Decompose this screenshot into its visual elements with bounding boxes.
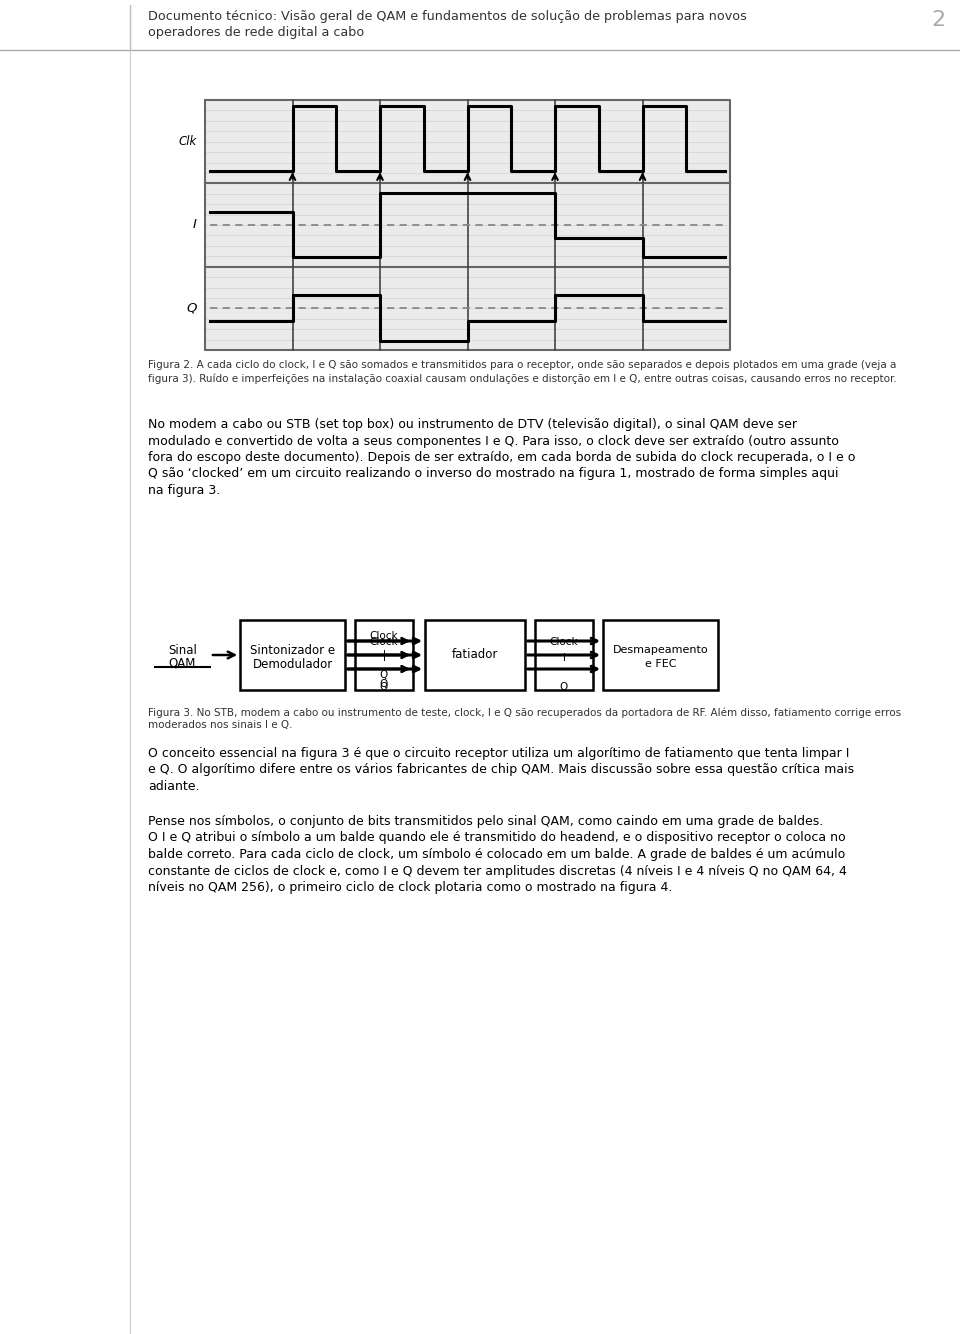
Text: Figura 2. A cada ciclo do clock, I e Q são somados e transmitidos para o recepto: Figura 2. A cada ciclo do clock, I e Q s… <box>148 360 897 370</box>
Text: modulado e convertido de volta a seus componentes I e Q. Para isso, o clock deve: modulado e convertido de volta a seus co… <box>148 435 839 447</box>
Text: na figura 3.: na figura 3. <box>148 484 220 498</box>
Text: adiante.: adiante. <box>148 780 200 792</box>
Text: níveis no QAM 256), o primeiro ciclo de clock plotaria como o mostrado na figura: níveis no QAM 256), o primeiro ciclo de … <box>148 880 672 894</box>
Text: Q: Q <box>380 682 388 692</box>
Text: Demodulador: Demodulador <box>252 658 332 671</box>
Text: Clk: Clk <box>179 135 197 148</box>
Text: e Q. O algorítimo difere entre os vários fabricantes de chip QAM. Mais discussão: e Q. O algorítimo difere entre os vários… <box>148 763 854 776</box>
Bar <box>205 100 730 183</box>
Text: I: I <box>193 219 197 232</box>
Text: fora do escopo deste documento). Depois de ser extraído, em cada borda de subida: fora do escopo deste documento). Depois … <box>148 451 855 464</box>
Text: balde correto. Para cada ciclo de clock, um símbolo é colocado em um balde. A gr: balde correto. Para cada ciclo de clock,… <box>148 848 845 860</box>
Text: Q: Q <box>380 679 388 688</box>
Text: e FEC: e FEC <box>645 659 676 668</box>
Text: constante de ciclos de clock e, como I e Q devem ter amplitudes discretas (4 nív: constante de ciclos de clock e, como I e… <box>148 864 847 878</box>
Text: No modem a cabo ou STB (set top box) ou instrumento de DTV (televisão digital), : No modem a cabo ou STB (set top box) ou … <box>148 418 797 431</box>
Text: Figura 3. No STB, modem a cabo ou instrumento de teste, clock, I e Q são recuper: Figura 3. No STB, modem a cabo ou instru… <box>148 707 901 718</box>
Text: Pense nos símbolos, o conjunto de bits transmitidos pelo sinal QAM, como caindo : Pense nos símbolos, o conjunto de bits t… <box>148 815 824 828</box>
Text: I: I <box>382 650 386 660</box>
Text: Q são ‘clocked’ em um circuito realizando o inverso do mostrado na figura 1, mos: Q são ‘clocked’ em um circuito realizand… <box>148 467 838 480</box>
Bar <box>205 183 730 267</box>
Text: Clock: Clock <box>370 631 398 642</box>
Text: figura 3). Ruído e imperfeições na instalação coaxial causam ondulações e distor: figura 3). Ruído e imperfeições na insta… <box>148 374 897 383</box>
Text: QAM: QAM <box>169 656 196 670</box>
Text: Q: Q <box>186 301 197 315</box>
Bar <box>355 620 413 690</box>
Bar <box>535 620 593 690</box>
Text: Sintonizador e: Sintonizador e <box>250 643 335 656</box>
Text: Documento técnico: Visão geral de QAM e fundamentos de solução de problemas para: Documento técnico: Visão geral de QAM e … <box>148 9 747 23</box>
Bar <box>425 620 525 690</box>
Bar <box>240 620 345 690</box>
Text: Q: Q <box>380 670 388 680</box>
Text: moderados nos sinais I e Q.: moderados nos sinais I e Q. <box>148 720 293 730</box>
Text: Q: Q <box>560 682 568 692</box>
Text: fatiador: fatiador <box>452 648 498 662</box>
Text: I: I <box>563 654 565 663</box>
Text: operadores de rede digital a cabo: operadores de rede digital a cabo <box>148 25 364 39</box>
Bar <box>603 620 718 690</box>
Text: 2: 2 <box>931 9 945 29</box>
Text: O I e Q atribui o símbolo a um balde quando ele é transmitido do headend, e o di: O I e Q atribui o símbolo a um balde qua… <box>148 831 846 844</box>
Text: Sinal: Sinal <box>168 644 197 658</box>
Text: Clock: Clock <box>370 638 398 647</box>
Text: Clock: Clock <box>550 638 578 647</box>
Text: O conceito essencial na figura 3 é que o circuito receptor utiliza um algorítimo: O conceito essencial na figura 3 é que o… <box>148 747 850 760</box>
Text: I: I <box>382 654 386 663</box>
Text: Desmapeamento: Desmapeamento <box>612 646 708 655</box>
Bar <box>205 267 730 350</box>
